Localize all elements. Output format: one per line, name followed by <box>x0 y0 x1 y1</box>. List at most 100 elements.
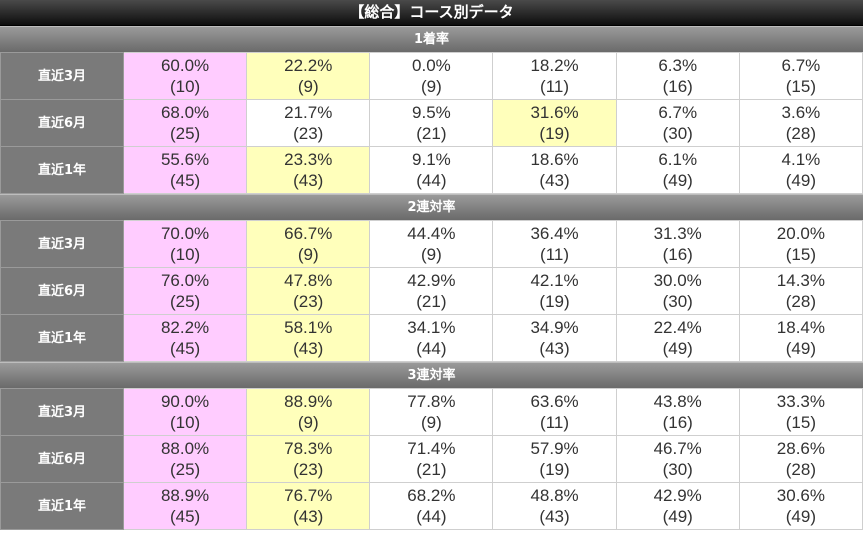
count-value: (19) <box>539 460 570 479</box>
table-cell: 88.9% (9) <box>246 388 371 436</box>
table-row: 直近3月 70.0% (10) 66.7% (9) 44.4% (9) 36.4% (11) 31… <box>0 220 863 268</box>
table-row: 直近3月 90.0% (10) 88.9% (9) 77.8% (9) 63.6% (11) 43… <box>0 388 863 436</box>
count-value: (49) <box>662 339 693 358</box>
table-row: 直近1年 55.6% (45) 23.3% (43) 9.1% (44) 18.6% (43) 6… <box>0 146 863 194</box>
table-cell: 76.0% (25) <box>122 267 248 315</box>
row-label: 直近1年 <box>0 314 124 362</box>
count-value: (9) <box>421 245 442 264</box>
count-value: (43) <box>293 507 324 526</box>
table-cell: 42.1% (19) <box>492 267 617 315</box>
table-cell: 6.7% (15) <box>738 52 863 100</box>
section-header: 3連対率 <box>0 362 863 388</box>
rate-value: 48.8% <box>530 486 579 505</box>
table-cell: 4.1% (49) <box>738 146 863 194</box>
count-value: (9) <box>297 245 319 264</box>
stats-table: 直近3月 60.0% (10) 22.2% (9) 0.0% (9) 18.2% (11) 6.3… <box>0 52 863 194</box>
count-value: (49) <box>785 171 816 190</box>
rate-value: 76.0% <box>160 271 210 290</box>
table-cell: 21.7% (23) <box>246 99 371 147</box>
rate-value: 22.4% <box>653 318 702 337</box>
count-value: (16) <box>662 245 693 264</box>
count-value: (11) <box>540 245 570 264</box>
rate-value: 57.9% <box>530 439 579 458</box>
count-value: (11) <box>540 413 570 432</box>
table-cell: 66.7% (9) <box>246 220 371 268</box>
rate-value: 70.0% <box>160 224 210 243</box>
count-value: (43) <box>539 507 570 526</box>
rate-value: 0.0% <box>412 56 451 75</box>
stats-table: 直近3月 70.0% (10) 66.7% (9) 44.4% (9) 36.4% (11) 31… <box>0 220 863 362</box>
count-value: (45) <box>169 339 201 358</box>
table-cell: 68.2% (44) <box>369 482 494 530</box>
table-cell: 77.8% (9) <box>369 388 494 436</box>
table-cell: 30.6% (49) <box>738 482 863 530</box>
rate-value: 43.8% <box>653 392 702 411</box>
table-cell: 30.0% (30) <box>615 267 740 315</box>
row-label: 直近1年 <box>0 482 124 530</box>
rate-value: 78.3% <box>284 439 333 458</box>
rate-value: 22.2% <box>284 56 333 75</box>
rate-value: 21.7% <box>284 103 333 122</box>
count-value: (43) <box>293 171 324 190</box>
rate-value: 88.0% <box>160 439 210 458</box>
sections-container: 1着率 直近3月 60.0% (10) 22.2% (9) 0.0% (9) 18.2% (11)… <box>0 26 863 530</box>
count-value: (11) <box>540 77 570 96</box>
count-value: (49) <box>662 171 693 190</box>
rate-value: 34.1% <box>407 318 456 337</box>
count-value: (15) <box>785 77 816 96</box>
rate-value: 28.6% <box>776 439 825 458</box>
table-cell: 76.7% (43) <box>246 482 371 530</box>
count-value: (49) <box>662 507 693 526</box>
rate-value: 6.7% <box>781 56 821 75</box>
table-cell: 33.3% (15) <box>738 388 863 436</box>
rate-value: 9.5% <box>412 103 451 122</box>
rate-value: 88.9% <box>160 486 210 505</box>
table-cell: 70.0% (10) <box>122 220 248 268</box>
table-cell: 31.3% (16) <box>615 220 740 268</box>
count-value: (23) <box>293 292 324 311</box>
count-value: (23) <box>293 124 324 143</box>
rate-value: 31.3% <box>653 224 702 243</box>
table-cell: 55.6% (45) <box>122 146 248 194</box>
count-value: (9) <box>297 413 319 432</box>
table-cell: 18.6% (43) <box>492 146 617 194</box>
count-value: (30) <box>662 124 693 143</box>
rate-value: 82.2% <box>160 318 210 337</box>
count-value: (28) <box>785 124 816 143</box>
rate-value: 68.2% <box>407 486 456 505</box>
rate-value: 14.3% <box>776 271 825 290</box>
rate-value: 33.3% <box>776 392 825 411</box>
table-cell: 57.9% (19) <box>492 435 617 483</box>
count-value: (21) <box>416 460 447 479</box>
rate-value: 71.4% <box>407 439 456 458</box>
table-row: 直近6月 68.0% (25) 21.7% (23) 9.5% (21) 31.6% (19) 6… <box>0 99 863 147</box>
count-value: (21) <box>416 124 447 143</box>
rate-value: 4.1% <box>781 150 821 169</box>
table-cell: 68.0% (25) <box>122 99 248 147</box>
rate-value: 42.9% <box>407 271 456 290</box>
table-cell: 0.0% (9) <box>369 52 494 100</box>
table-cell: 34.1% (44) <box>369 314 494 362</box>
rate-value: 6.1% <box>658 150 698 169</box>
table-cell: 90.0% (10) <box>122 388 248 436</box>
table-cell: 18.4% (49) <box>738 314 863 362</box>
table-cell: 22.4% (49) <box>615 314 740 362</box>
row-label: 直近6月 <box>0 99 124 147</box>
table-cell: 20.0% (15) <box>738 220 863 268</box>
table-cell: 3.6% (28) <box>738 99 863 147</box>
table-cell: 23.3% (43) <box>246 146 371 194</box>
table-cell: 44.4% (9) <box>369 220 494 268</box>
table-cell: 9.5% (21) <box>369 99 494 147</box>
table-row: 直近1年 82.2% (45) 58.1% (43) 34.1% (44) 34.9% (43)… <box>0 314 863 362</box>
count-value: (9) <box>421 413 442 432</box>
row-label: 直近6月 <box>0 435 124 483</box>
rate-value: 18.4% <box>776 318 825 337</box>
rate-value: 68.0% <box>160 103 210 122</box>
count-value: (43) <box>539 339 570 358</box>
count-value: (28) <box>785 292 816 311</box>
rate-value: 9.1% <box>412 150 451 169</box>
count-value: (30) <box>662 292 693 311</box>
table-row: 直近6月 88.0% (25) 78.3% (23) 71.4% (21) 57.9% (19)… <box>0 435 863 483</box>
table-cell: 42.9% (21) <box>369 267 494 315</box>
